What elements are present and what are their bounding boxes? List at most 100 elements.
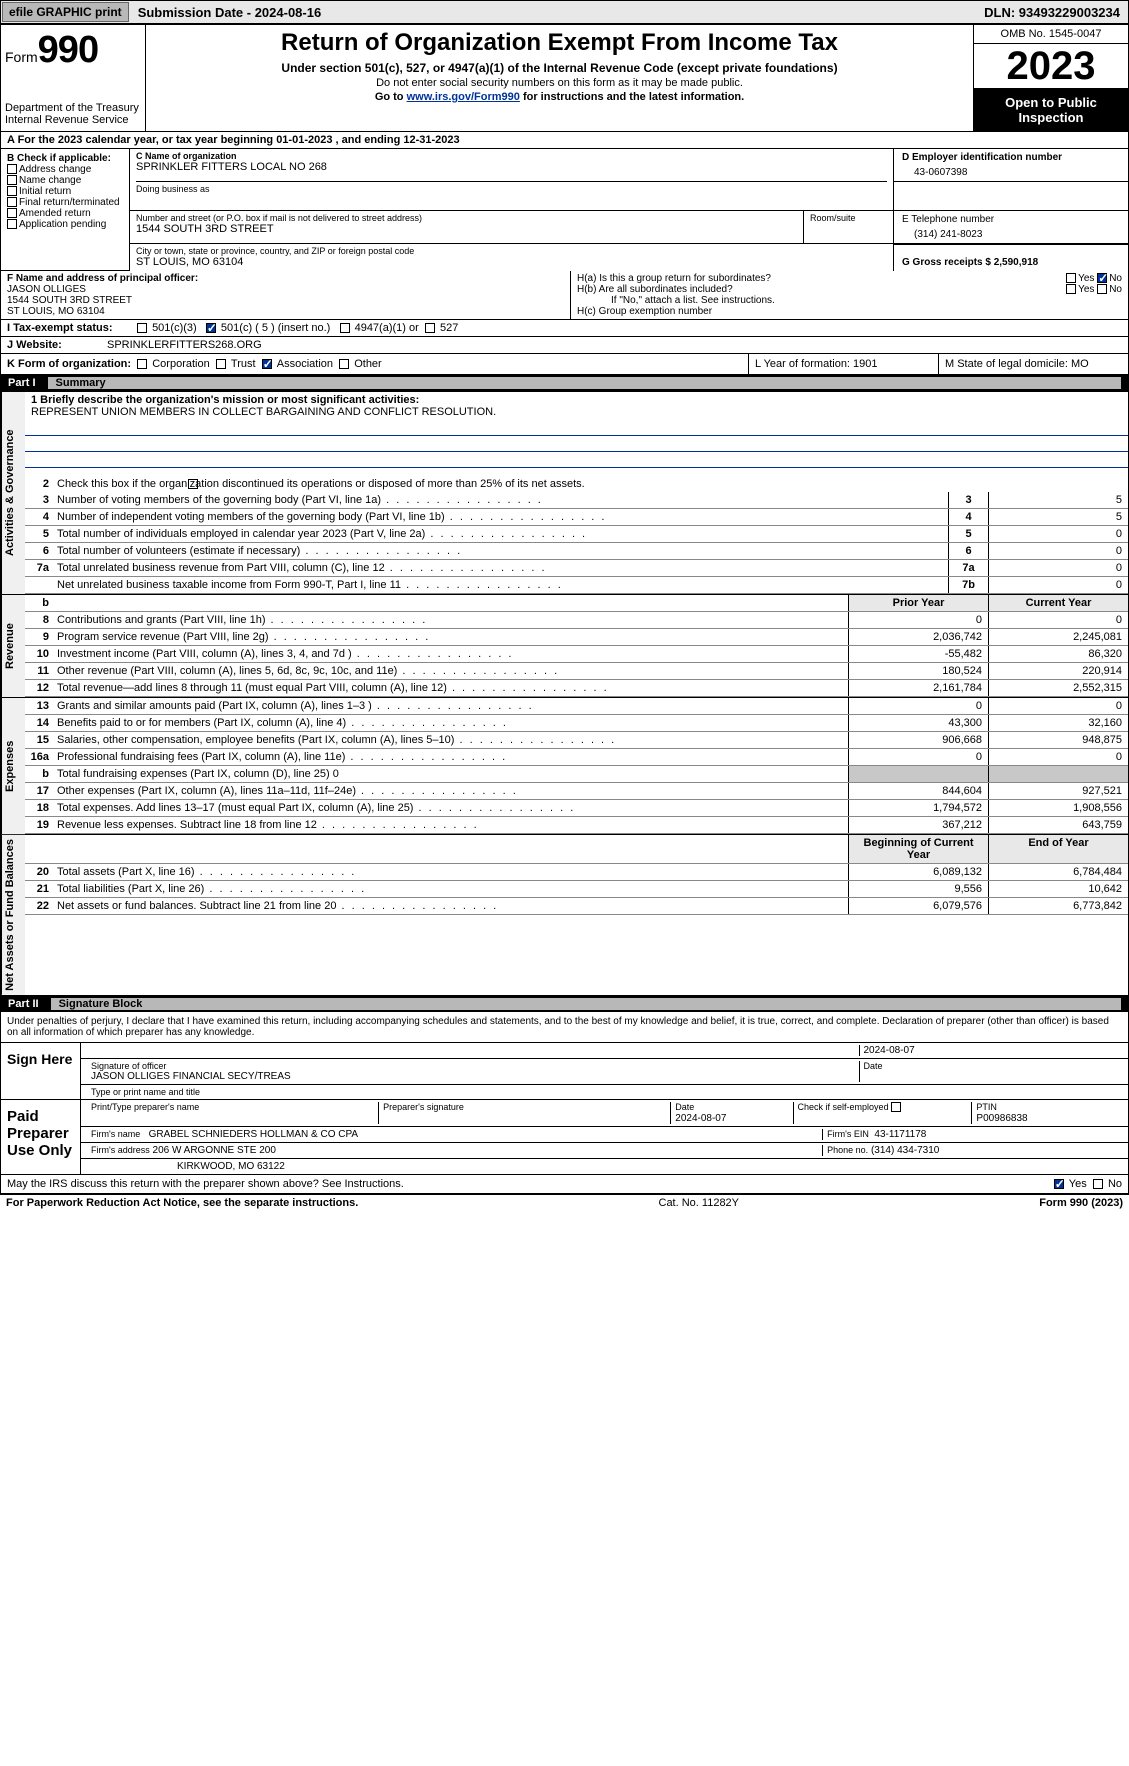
city-value: ST LOUIS, MO 63104 [136,256,887,268]
dept-treasury: Department of the Treasury [5,102,141,114]
checkbox-corporation[interactable] [137,359,147,369]
hb-note: If "No," attach a list. See instructions… [577,295,1122,306]
irs-link[interactable]: www.irs.gov/Form990 [407,91,520,103]
sig-date1: 2024-08-07 [860,1045,1123,1056]
submission-date: Submission Date - 2024-08-16 [130,3,330,22]
checkbox-address-change[interactable] [7,164,17,174]
checkbox-initial-return[interactable] [7,186,17,196]
summary-row: 4Number of independent voting members of… [25,509,1128,526]
firm-addr1: 206 W ARGONNE STE 200 [153,1145,276,1156]
summary-expenses: Expenses 13Grants and similar amounts pa… [0,698,1129,835]
form-title: Return of Organization Exempt From Incom… [150,29,969,57]
discuss-yes-checkbox[interactable] [1054,1179,1064,1189]
room-label: Room/suite [810,213,887,223]
firm-addr2: KIRKWOOD, MO 63122 [87,1161,1122,1172]
summary-row: bTotal fundraising expenses (Part IX, co… [25,766,1128,783]
instructions-note: Go to www.irs.gov/Form990 for instructio… [150,91,969,103]
tax-year: 2023 [974,44,1128,89]
paid-preparer-block: Paid Preparer Use Only Print/Type prepar… [0,1100,1129,1175]
ptin-value: P00986838 [976,1113,1027,1124]
summary-row: 9Program service revenue (Part VIII, lin… [25,629,1128,646]
side-label-expenses: Expenses [1,698,25,834]
dba-label: Doing business as [136,181,887,194]
summary-row: 3Number of voting members of the governi… [25,492,1128,509]
gross-receipts: G Gross receipts $ 2,590,918 [902,257,1120,268]
ein-label: D Employer identification number [902,152,1120,163]
summary-row: 8Contributions and grants (Part VIII, li… [25,612,1128,629]
checkbox-501c3[interactable] [137,323,147,333]
ha-no-checkbox[interactable] [1097,273,1107,283]
website-row: J Website: SPRINKLERFITTERS268.ORG [0,337,1129,354]
self-employed-check: Check if self-employed [794,1102,973,1124]
prior-year-header: Prior Year [848,595,988,611]
signature-intro: Under penalties of perjury, I declare th… [0,1012,1129,1042]
summary-row: 7aTotal unrelated business revenue from … [25,560,1128,577]
checkbox-discontinue[interactable] [188,479,198,489]
checkbox-amended[interactable] [7,208,17,218]
firm-ein: 43-1171178 [874,1129,926,1140]
checkbox-501c[interactable] [206,323,216,333]
form-number: 990 [38,29,98,71]
checkbox-association[interactable] [262,359,272,369]
checkbox-4947[interactable] [340,323,350,333]
phone-value: (314) 241-8023 [902,225,1120,240]
summary-row: 17Other expenses (Part IX, column (A), l… [25,783,1128,800]
section-a-tax-year: A For the 2023 calendar year, or tax yea… [0,132,1129,149]
officer-city: ST LOUIS, MO 63104 [7,306,564,317]
end-year-header: End of Year [988,835,1128,863]
summary-row: 13Grants and similar amounts paid (Part … [25,698,1128,715]
checkbox-application-pending[interactable] [7,219,17,229]
omb-number: OMB No. 1545-0047 [974,25,1128,44]
officer-street: 1544 SOUTH 3RD STREET [7,295,564,306]
ssn-note: Do not enter social security numbers on … [150,77,969,89]
open-to-public: Open to Public Inspection [974,89,1128,131]
firm-phone: (314) 434-7310 [871,1145,939,1156]
form-of-org-row: K Form of organization: Corporation Trus… [0,354,1129,375]
street-value: 1544 SOUTH 3RD STREET [136,223,797,235]
summary-row: 5Total number of individuals employed in… [25,526,1128,543]
year-formation: L Year of formation: 1901 [748,354,938,374]
hb-yes-checkbox[interactable] [1066,284,1076,294]
summary-revenue: Revenue b Prior Year Current Year 8Contr… [0,595,1129,698]
summary-row: 22Net assets or fund balances. Subtract … [25,898,1128,915]
form-header: Form990 Department of the Treasury Inter… [0,24,1129,132]
officer-name: JASON OLLIGES [7,284,564,295]
entity-info-grid: B Check if applicable: Address change Na… [0,149,1129,271]
summary-governance: Activities & Governance 1 Briefly descri… [0,391,1129,595]
officer-signature-name: JASON OLLIGES FINANCIAL SECY/TREAS [91,1071,855,1082]
org-name: SPRINKLER FITTERS LOCAL NO 268 [136,161,887,173]
topbar: efile GRAPHIC print Submission Date - 20… [0,0,1129,24]
current-year-header: Current Year [988,595,1128,611]
sign-here-label: Sign Here [1,1043,81,1099]
ha-yes-checkbox[interactable] [1066,273,1076,283]
hb-no-checkbox[interactable] [1097,284,1107,294]
summary-row: 10Investment income (Part VIII, column (… [25,646,1128,663]
form-subtitle: Under section 501(c), 527, or 4947(a)(1)… [150,61,969,75]
sign-here-block: Sign Here 2024-08-07 Signature of office… [0,1042,1129,1100]
checkbox-other[interactable] [339,359,349,369]
checkbox-final-return[interactable] [7,197,17,207]
prep-sig-label: Preparer's signature [379,1102,671,1124]
begin-year-header: Beginning of Current Year [848,835,988,863]
officer-label: F Name and address of principal officer: [7,273,564,284]
phone-label: E Telephone number [902,214,1120,225]
efile-print-button[interactable]: efile GRAPHIC print [2,2,129,22]
prep-date: 2024-08-07 [675,1113,726,1124]
checkbox-name-change[interactable] [7,175,17,185]
discuss-no-checkbox[interactable] [1093,1179,1103,1189]
side-label-revenue: Revenue [1,595,25,697]
checkbox-trust[interactable] [216,359,226,369]
summary-row: 18Total expenses. Add lines 13–17 (must … [25,800,1128,817]
officer-group-row: F Name and address of principal officer:… [0,271,1129,320]
line2-discontinue: Check this box if the organization disco… [53,476,1128,492]
summary-row: 15Salaries, other compensation, employee… [25,732,1128,749]
box-b-checklist: B Check if applicable: Address change Na… [0,149,130,271]
date-label: Date [860,1061,1123,1082]
street-label: Number and street (or P.O. box if mail i… [136,213,797,223]
form-word: Form [5,49,38,65]
checkbox-self-employed[interactable] [891,1102,901,1112]
checkbox-527[interactable] [425,323,435,333]
firm-name: GRABEL SCHNIEDERS HOLLMAN & CO CPA [149,1129,359,1140]
mission-label: 1 Briefly describe the organization's mi… [25,392,1128,420]
part2-header: Part II Signature Block [0,996,1129,1012]
